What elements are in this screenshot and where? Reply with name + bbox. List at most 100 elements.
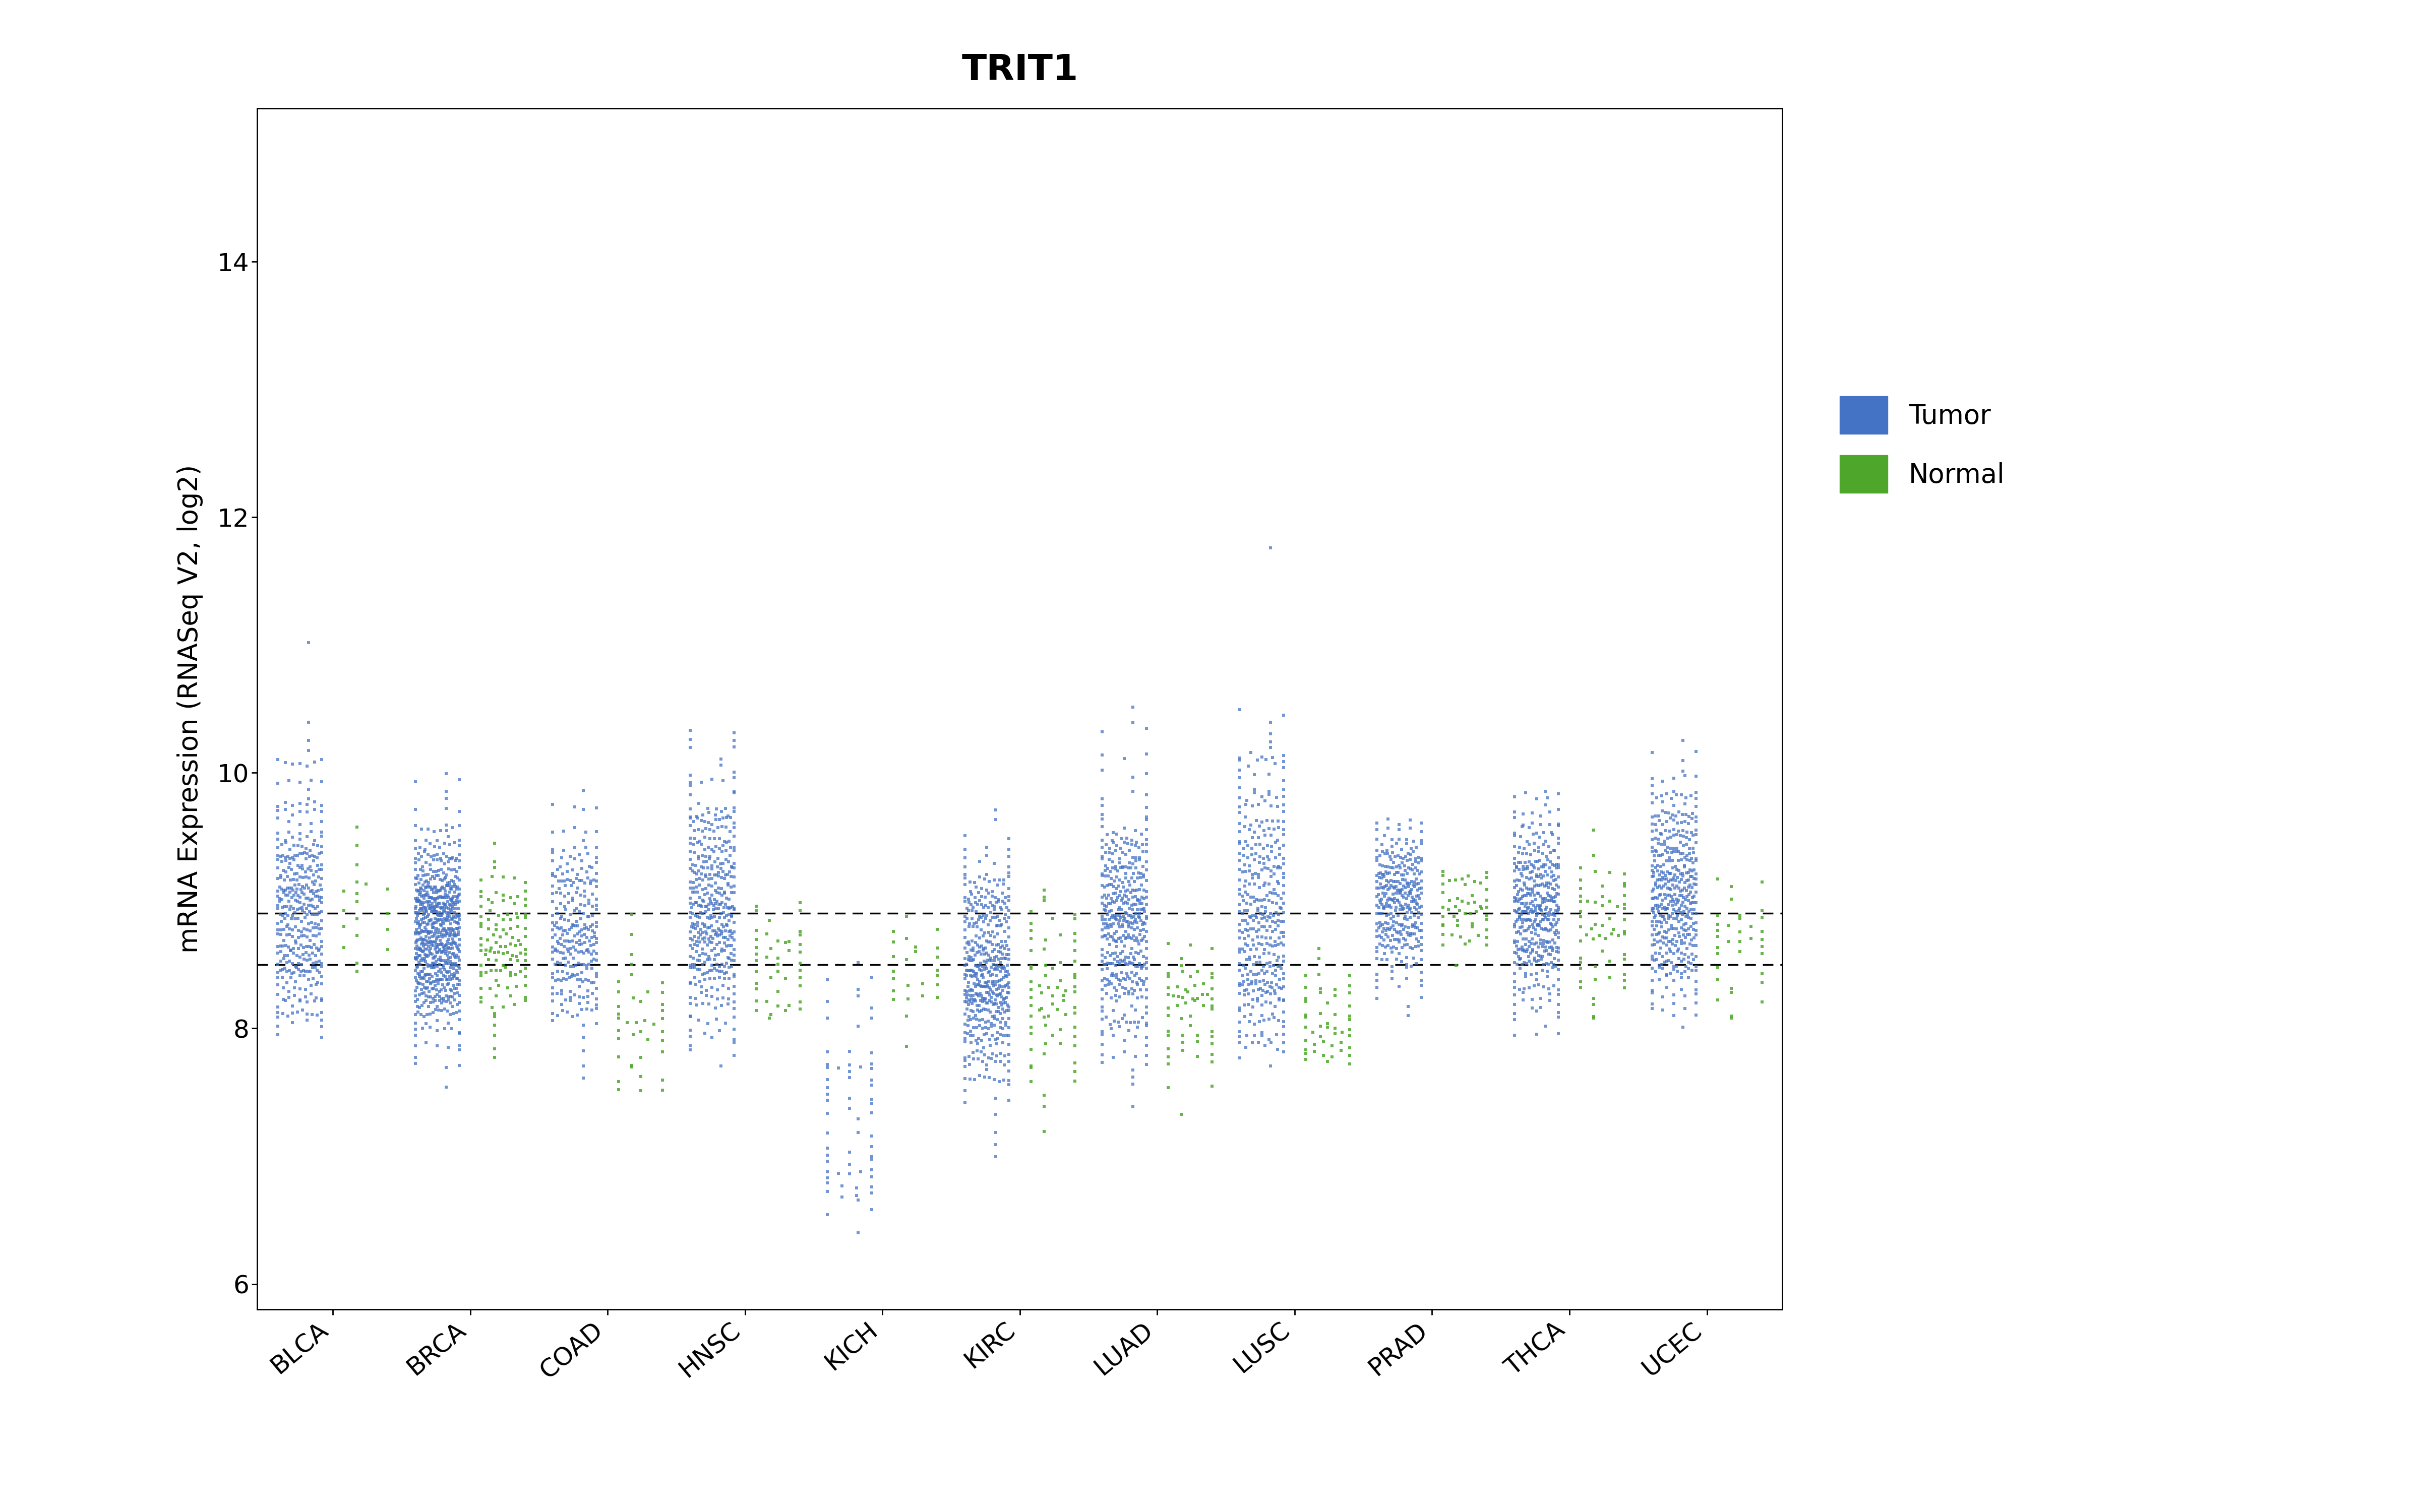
Point [1249,980,1287,1004]
Point [985,954,1024,978]
Point [440,1007,479,1031]
Point [278,868,317,892]
Point [1024,981,1062,1005]
Point [1225,993,1263,1018]
Point [259,866,298,891]
Point [564,829,603,853]
Point [699,978,738,1002]
Point [961,942,999,966]
Point [1537,898,1575,922]
Point [1118,889,1157,913]
Point [419,894,457,918]
Point [1082,950,1120,974]
Point [397,813,436,838]
Point [1220,996,1258,1021]
Point [961,969,999,993]
Point [990,942,1028,966]
Point [286,860,324,885]
Point [298,972,336,996]
Point [1012,1015,1050,1039]
Point [1658,954,1696,978]
Point [474,1004,513,1028]
Point [1193,987,1232,1012]
Point [1634,886,1672,910]
Point [1382,936,1421,960]
Point [1116,998,1154,1022]
Point [477,918,515,942]
Point [1244,962,1283,986]
Point [1503,892,1542,916]
Point [1033,956,1072,980]
Point [559,974,598,998]
Point [286,886,324,910]
Point [1108,925,1147,950]
Point [1094,912,1133,936]
Point [1258,903,1297,927]
Point [1665,888,1704,912]
Point [808,989,847,1013]
Point [958,993,997,1018]
Point [283,924,322,948]
Point [1012,1069,1050,1093]
Point [399,995,438,1019]
Point [1401,875,1440,900]
Point [1655,889,1694,913]
Point [438,981,477,1005]
Point [951,959,990,983]
Point [1287,1002,1326,1027]
Point [1500,897,1539,921]
Point [416,907,455,931]
Point [711,954,750,978]
Point [714,1027,753,1051]
Point [1520,865,1558,889]
Point [946,866,985,891]
Point [612,953,651,977]
Point [1244,1009,1283,1033]
Point [673,956,711,980]
Point [1500,947,1539,971]
Point [404,931,443,956]
Point [1128,930,1166,954]
Point [290,866,329,891]
Point [1104,913,1142,937]
Point [532,848,571,872]
Point [1508,951,1546,975]
Point [1660,800,1699,824]
Point [404,956,443,980]
Point [264,1001,302,1025]
Point [1660,924,1699,948]
Point [438,922,477,947]
Point [1101,898,1140,922]
Point [293,895,332,919]
Point [547,947,586,971]
Point [1055,1060,1094,1084]
Point [578,977,617,1001]
Point [428,984,467,1009]
Point [411,900,450,924]
Point [266,915,305,939]
Point [1128,986,1166,1010]
Point [1636,812,1675,836]
Point [1128,1025,1166,1049]
Point [1244,915,1283,939]
Point [1396,835,1435,859]
Point [542,951,581,975]
Point [1012,1054,1050,1078]
Point [431,880,469,904]
Point [578,996,617,1021]
Point [1367,918,1406,942]
Point [421,818,460,842]
Point [438,886,477,910]
Point [1229,972,1268,996]
Point [411,875,450,900]
Point [680,859,719,883]
Point [1331,993,1370,1018]
Point [1220,937,1258,962]
Point [569,904,607,928]
Point [953,987,992,1012]
Point [300,841,339,865]
Point [1099,919,1137,943]
Point [888,1034,927,1058]
Point [1287,986,1326,1010]
Point [1529,875,1568,900]
